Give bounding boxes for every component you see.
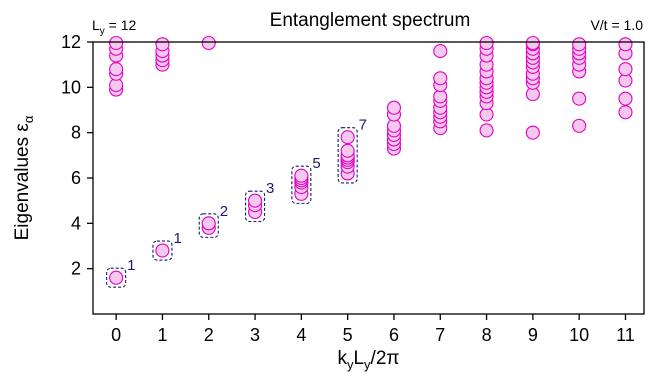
eigenvalue-point bbox=[294, 168, 309, 183]
degeneracy-boxes: 1 1 2 3 5 7 bbox=[106, 117, 367, 288]
x-tick-label: 11 bbox=[616, 325, 635, 345]
x-tick-label: 7 bbox=[435, 325, 445, 345]
eigenvalue-point bbox=[433, 44, 448, 59]
eigenvalue-point bbox=[618, 91, 633, 106]
degeneracy-box bbox=[198, 213, 219, 238]
eigenvalue-point bbox=[618, 37, 633, 52]
axis-label-part: L bbox=[353, 348, 364, 369]
y-tick-label: 8 bbox=[71, 123, 81, 143]
eigenvalue-point bbox=[155, 37, 170, 52]
x-tick-label: 9 bbox=[528, 325, 538, 345]
eigenvalue-point bbox=[109, 270, 124, 285]
eigenvalue-point bbox=[109, 62, 124, 77]
y-tick-label: 6 bbox=[71, 168, 81, 188]
eigenvalue-point bbox=[109, 35, 124, 51]
axis-label-part: k bbox=[337, 348, 347, 369]
x-tick-label: 5 bbox=[343, 325, 353, 345]
x-tick-label: 10 bbox=[569, 325, 589, 345]
x-tick-label: 6 bbox=[389, 325, 399, 345]
degeneracy-count: 3 bbox=[266, 180, 274, 197]
eigenvalue-point bbox=[386, 100, 402, 115]
eigenvalue-point bbox=[618, 62, 633, 77]
eigenvalue-point bbox=[155, 243, 170, 258]
degeneracy-count: 1 bbox=[173, 230, 181, 247]
x-axis-label: kyLy/2π bbox=[337, 348, 399, 372]
axis-label-part: /2π bbox=[371, 348, 400, 369]
chart-title: Entanglement spectrum bbox=[270, 10, 471, 31]
x-tick-label: 8 bbox=[482, 325, 492, 345]
y-tick-label: 4 bbox=[71, 213, 81, 233]
interaction-ratio-label: V/t = 1.0 bbox=[590, 17, 643, 33]
eigenvalue-point bbox=[572, 91, 587, 106]
y-tick-label: 12 bbox=[61, 32, 81, 52]
x-tick-label: 4 bbox=[296, 325, 306, 345]
degeneracy-box bbox=[152, 240, 173, 261]
eigenvalue-point bbox=[572, 37, 587, 52]
eigenvalue-point bbox=[618, 105, 633, 120]
degeneracy-count: 5 bbox=[312, 155, 320, 172]
degeneracy-count: 1 bbox=[127, 257, 135, 274]
system-size-rest: = 12 bbox=[105, 17, 137, 33]
y-tick-label: 2 bbox=[71, 259, 81, 279]
axis-label-part: α bbox=[21, 115, 36, 123]
eigenvalue-point bbox=[201, 216, 216, 231]
axis-label-part: Eigenvalues ε bbox=[12, 123, 33, 241]
x-tick-label: 1 bbox=[157, 325, 167, 345]
degeneracy-box bbox=[245, 190, 266, 223]
system-size-base: L bbox=[92, 17, 100, 33]
eigenvalue-point bbox=[248, 193, 263, 208]
eigenvalue-point bbox=[525, 35, 540, 51]
degeneracy-box bbox=[337, 127, 358, 184]
eigenvalue-point bbox=[572, 118, 587, 133]
y-tick-label: 10 bbox=[61, 77, 81, 97]
degeneracy-box bbox=[106, 267, 127, 288]
degeneracy-count: 2 bbox=[220, 203, 228, 220]
axis-label-part: y bbox=[364, 357, 371, 372]
degeneracy-box bbox=[291, 165, 312, 204]
eigenvalue-point bbox=[525, 125, 540, 140]
data-points bbox=[109, 35, 633, 285]
system-size-sub: y bbox=[100, 26, 105, 37]
eigenvalue-point bbox=[479, 123, 494, 138]
y-axis-label: Eigenvalues εα bbox=[12, 115, 36, 240]
eigenvalue-point bbox=[433, 71, 448, 86]
system-size-label: Ly = 12 bbox=[92, 17, 137, 37]
eigenvalue-point bbox=[479, 35, 494, 51]
eigenvalue-point bbox=[340, 130, 355, 145]
plot-frame bbox=[92, 41, 645, 315]
x-tick-label: 2 bbox=[204, 325, 214, 345]
axis-label-part: y bbox=[347, 357, 354, 372]
degeneracy-count: 7 bbox=[359, 117, 367, 134]
x-tick-label: 0 bbox=[111, 325, 121, 345]
x-tick-label: 3 bbox=[250, 325, 260, 345]
eigenvalue-point bbox=[340, 143, 355, 158]
eigenvalue-point bbox=[201, 35, 216, 51]
